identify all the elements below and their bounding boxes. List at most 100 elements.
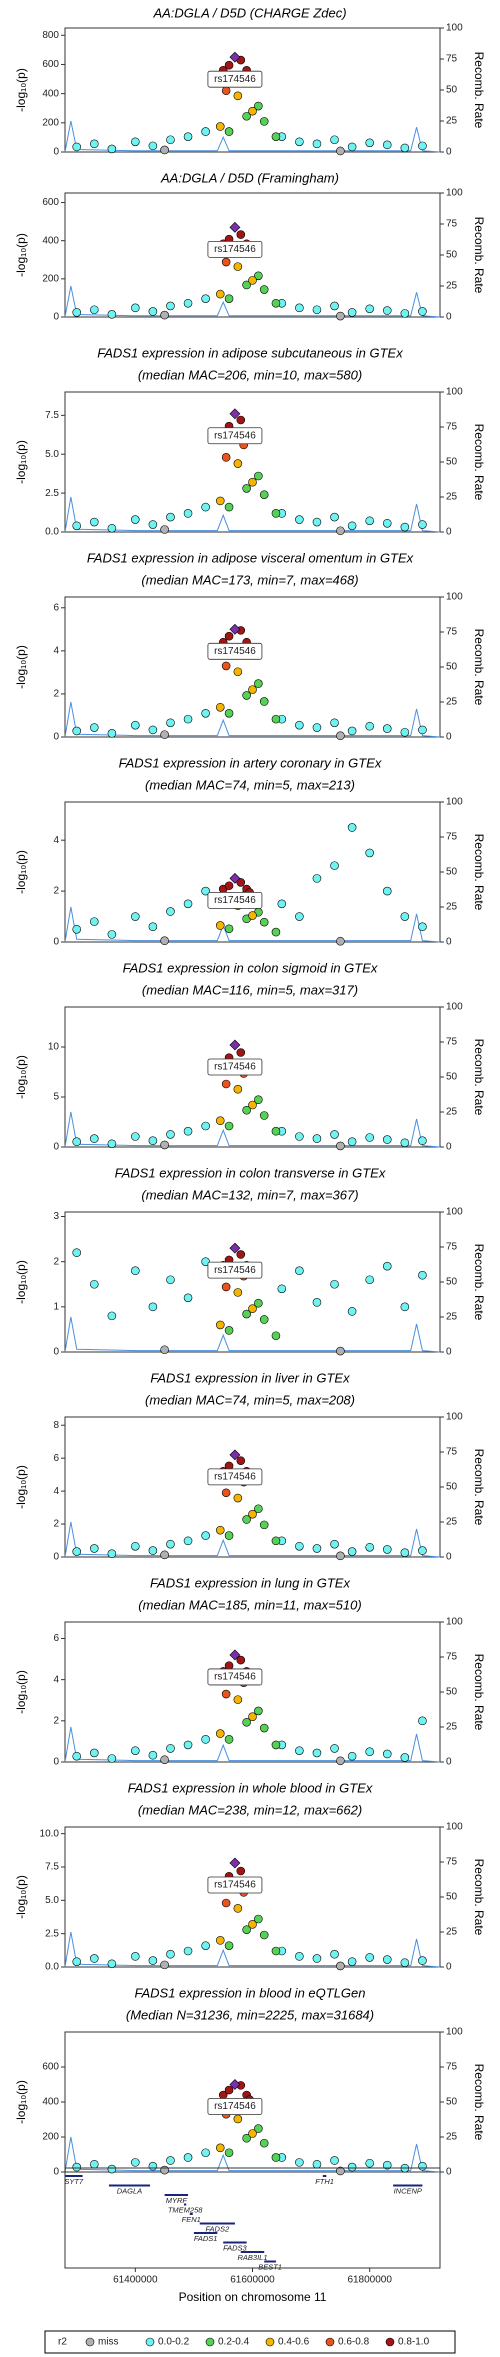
legend-label: 0.8-1.0 <box>398 2337 430 2348</box>
snp-point <box>336 1346 345 1356</box>
snp-point <box>254 1706 263 1716</box>
recomb-line <box>64 701 441 738</box>
snp-point <box>148 922 158 932</box>
snp-point <box>233 1084 243 1094</box>
snp-point <box>382 1955 392 1964</box>
snp-point <box>72 521 82 531</box>
snp-point <box>347 1547 357 1556</box>
snp-point <box>365 1133 374 1142</box>
snp-point <box>233 1493 243 1503</box>
snp-point <box>166 301 175 311</box>
snp-point <box>347 1751 357 1761</box>
snp-point <box>233 2114 243 2124</box>
snp-point <box>248 1509 257 1519</box>
panel-title: FADS1 expression in lung in GTEx <box>150 1575 350 1590</box>
snp-point <box>242 1309 251 1319</box>
snp-point <box>148 1750 158 1760</box>
panel-title: AA:DGLA / D5D (Framingham) <box>160 170 339 185</box>
y2-tick-label: 0 <box>446 147 452 158</box>
y2-tick-label: 100 <box>446 1207 463 1218</box>
y2-tick-label: 50 <box>446 457 458 468</box>
snp-point <box>259 697 269 706</box>
snp-point <box>336 526 345 536</box>
annotation: rs174546 <box>214 1472 256 1483</box>
y2-tick-label: 0 <box>446 1347 452 1358</box>
y-axis-label: -log₁₀(p) <box>14 850 28 894</box>
plot-frame <box>64 27 441 153</box>
panel-subtitle: (median MAC=185, min=11, max=510) <box>138 1597 361 1612</box>
snp-point <box>259 1930 269 1940</box>
y2-axis-label: Recomb. Rate <box>472 1039 486 1116</box>
y-axis-label: -log₁₀(p) <box>14 2080 28 2124</box>
snp-point <box>347 726 357 736</box>
snp-point <box>183 1126 193 1136</box>
annotation: rs174546 <box>214 1265 256 1276</box>
snp-point <box>236 1250 246 1259</box>
snp-point <box>248 2129 257 2138</box>
snp-point <box>107 1311 117 1321</box>
snp-point <box>295 137 304 147</box>
snp-point <box>259 117 269 126</box>
snp-point <box>131 303 140 313</box>
snp-point <box>312 1544 322 1553</box>
snp-point <box>201 2148 210 2158</box>
snp-point <box>89 1544 99 1553</box>
annotation: rs174546 <box>214 430 256 441</box>
panel-title: FADS1 expression in whole blood in GTEx <box>128 1780 373 1795</box>
snp-point <box>72 924 82 934</box>
gene-label: FTH1 <box>315 2177 334 2186</box>
snp-point <box>183 509 193 518</box>
snp-point <box>400 1138 410 1148</box>
snp-point <box>224 60 234 70</box>
y2-tick-label: 25 <box>446 281 458 292</box>
y-tick-label: 5.0 <box>45 1895 59 1906</box>
snp-point <box>148 725 158 735</box>
snp-point <box>295 2158 304 2167</box>
snp-point <box>224 294 234 303</box>
snp-point <box>295 515 304 524</box>
lead-snp <box>229 872 241 884</box>
snp-point <box>336 1551 345 1561</box>
gene-bar <box>189 2213 193 2215</box>
snp-point <box>400 1302 410 1312</box>
snp-point <box>166 907 175 916</box>
snp-point <box>224 1735 234 1744</box>
gene-label: INCENP <box>394 2186 422 2195</box>
annotation-box <box>207 1468 263 1486</box>
snp-point <box>89 723 99 732</box>
snp-point <box>271 1740 281 1750</box>
plot-frame <box>64 1416 441 1558</box>
legend-swatch <box>85 2337 95 2347</box>
snp-point <box>160 2165 169 2175</box>
snp-point <box>312 1748 322 1758</box>
y2-axis-label: Recomb. Rate <box>472 629 486 706</box>
snp-point <box>131 515 140 524</box>
snp-point <box>382 2160 392 2170</box>
snp-point <box>215 2143 225 2153</box>
y2-tick-label: 100 <box>446 1617 463 1628</box>
y-tick-label: 2 <box>53 886 59 897</box>
y2-tick-label: 0 <box>446 1962 452 1973</box>
y-tick-label: 0 <box>53 1757 59 1768</box>
y2-tick-label: 25 <box>446 116 458 127</box>
gene-bar <box>322 2175 327 2177</box>
snp-point <box>236 1655 246 1665</box>
plot-frame <box>64 1621 441 1763</box>
snp-point <box>183 1293 193 1303</box>
snp-point <box>295 1541 304 1551</box>
snp-point <box>382 1545 392 1554</box>
snp-point <box>248 911 257 920</box>
snp-point <box>89 917 99 926</box>
snp-point <box>89 1954 99 1963</box>
y2-tick-label: 100 <box>446 592 463 603</box>
snp-point <box>160 1140 169 1150</box>
snp-point <box>271 1126 281 1136</box>
y2-tick-label: 25 <box>446 1927 458 1938</box>
y2-axis-label: Recomb. Rate <box>472 2064 486 2141</box>
snp-point <box>107 1139 117 1149</box>
y2-tick-label: 100 <box>446 387 463 398</box>
snp-point <box>242 111 251 121</box>
annotation: rs174546 <box>214 646 256 657</box>
snp-point <box>215 1729 225 1738</box>
